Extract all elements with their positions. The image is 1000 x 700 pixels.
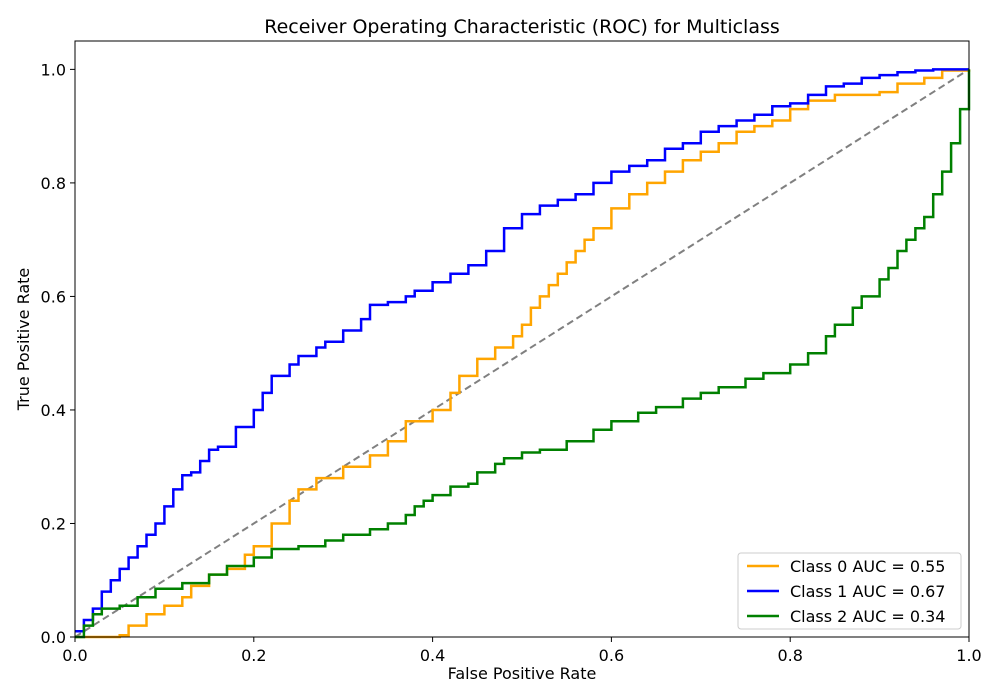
legend-box bbox=[737, 552, 962, 630]
roc-curve-class-1 bbox=[75, 68, 969, 633]
plot-area bbox=[74, 68, 971, 639]
legend: Class 0 AUC = 0.55 Class 1 AUC = 0.67 Clas… bbox=[737, 552, 962, 630]
legend-label-class-0: Class 0 AUC = 0.55 bbox=[790, 557, 945, 576]
plot-frame bbox=[74, 40, 970, 638]
roc-curve-class-2 bbox=[75, 69, 971, 639]
y-tick-label: 1.0 bbox=[41, 60, 66, 79]
chart-title: Receiver Operating Characteristic (ROC) … bbox=[264, 16, 780, 38]
y-tick-label: 0.2 bbox=[41, 514, 66, 533]
y-axis-label: True Positive Rate bbox=[14, 268, 33, 412]
legend-label-class-1: Class 1 AUC = 0.67 bbox=[790, 582, 945, 601]
x-tick-label: 0.6 bbox=[599, 646, 624, 665]
x-axis-ticks: 0.0 0.2 0.4 0.6 0.8 1.0 bbox=[62, 637, 982, 665]
x-tick-label: 0.0 bbox=[62, 646, 87, 665]
x-tick-label: 0.8 bbox=[777, 646, 802, 665]
y-tick-label: 0.0 bbox=[41, 628, 66, 647]
x-tick-label: 0.2 bbox=[241, 646, 266, 665]
x-tick-label: 0.4 bbox=[420, 646, 445, 665]
x-tick-label: 1.0 bbox=[956, 646, 981, 665]
y-axis-ticks: 0.0 0.2 0.4 0.6 0.8 1.0 bbox=[41, 60, 75, 647]
y-tick-label: 0.4 bbox=[41, 401, 66, 420]
y-tick-label: 0.6 bbox=[41, 287, 66, 306]
x-axis-label: False Positive Rate bbox=[448, 664, 597, 683]
reference-diagonal-line bbox=[74, 68, 970, 638]
legend-label-class-2: Class 2 AUC = 0.34 bbox=[790, 607, 945, 626]
roc-curve-class-0 bbox=[75, 69, 971, 639]
y-tick-label: 0.8 bbox=[41, 174, 66, 193]
